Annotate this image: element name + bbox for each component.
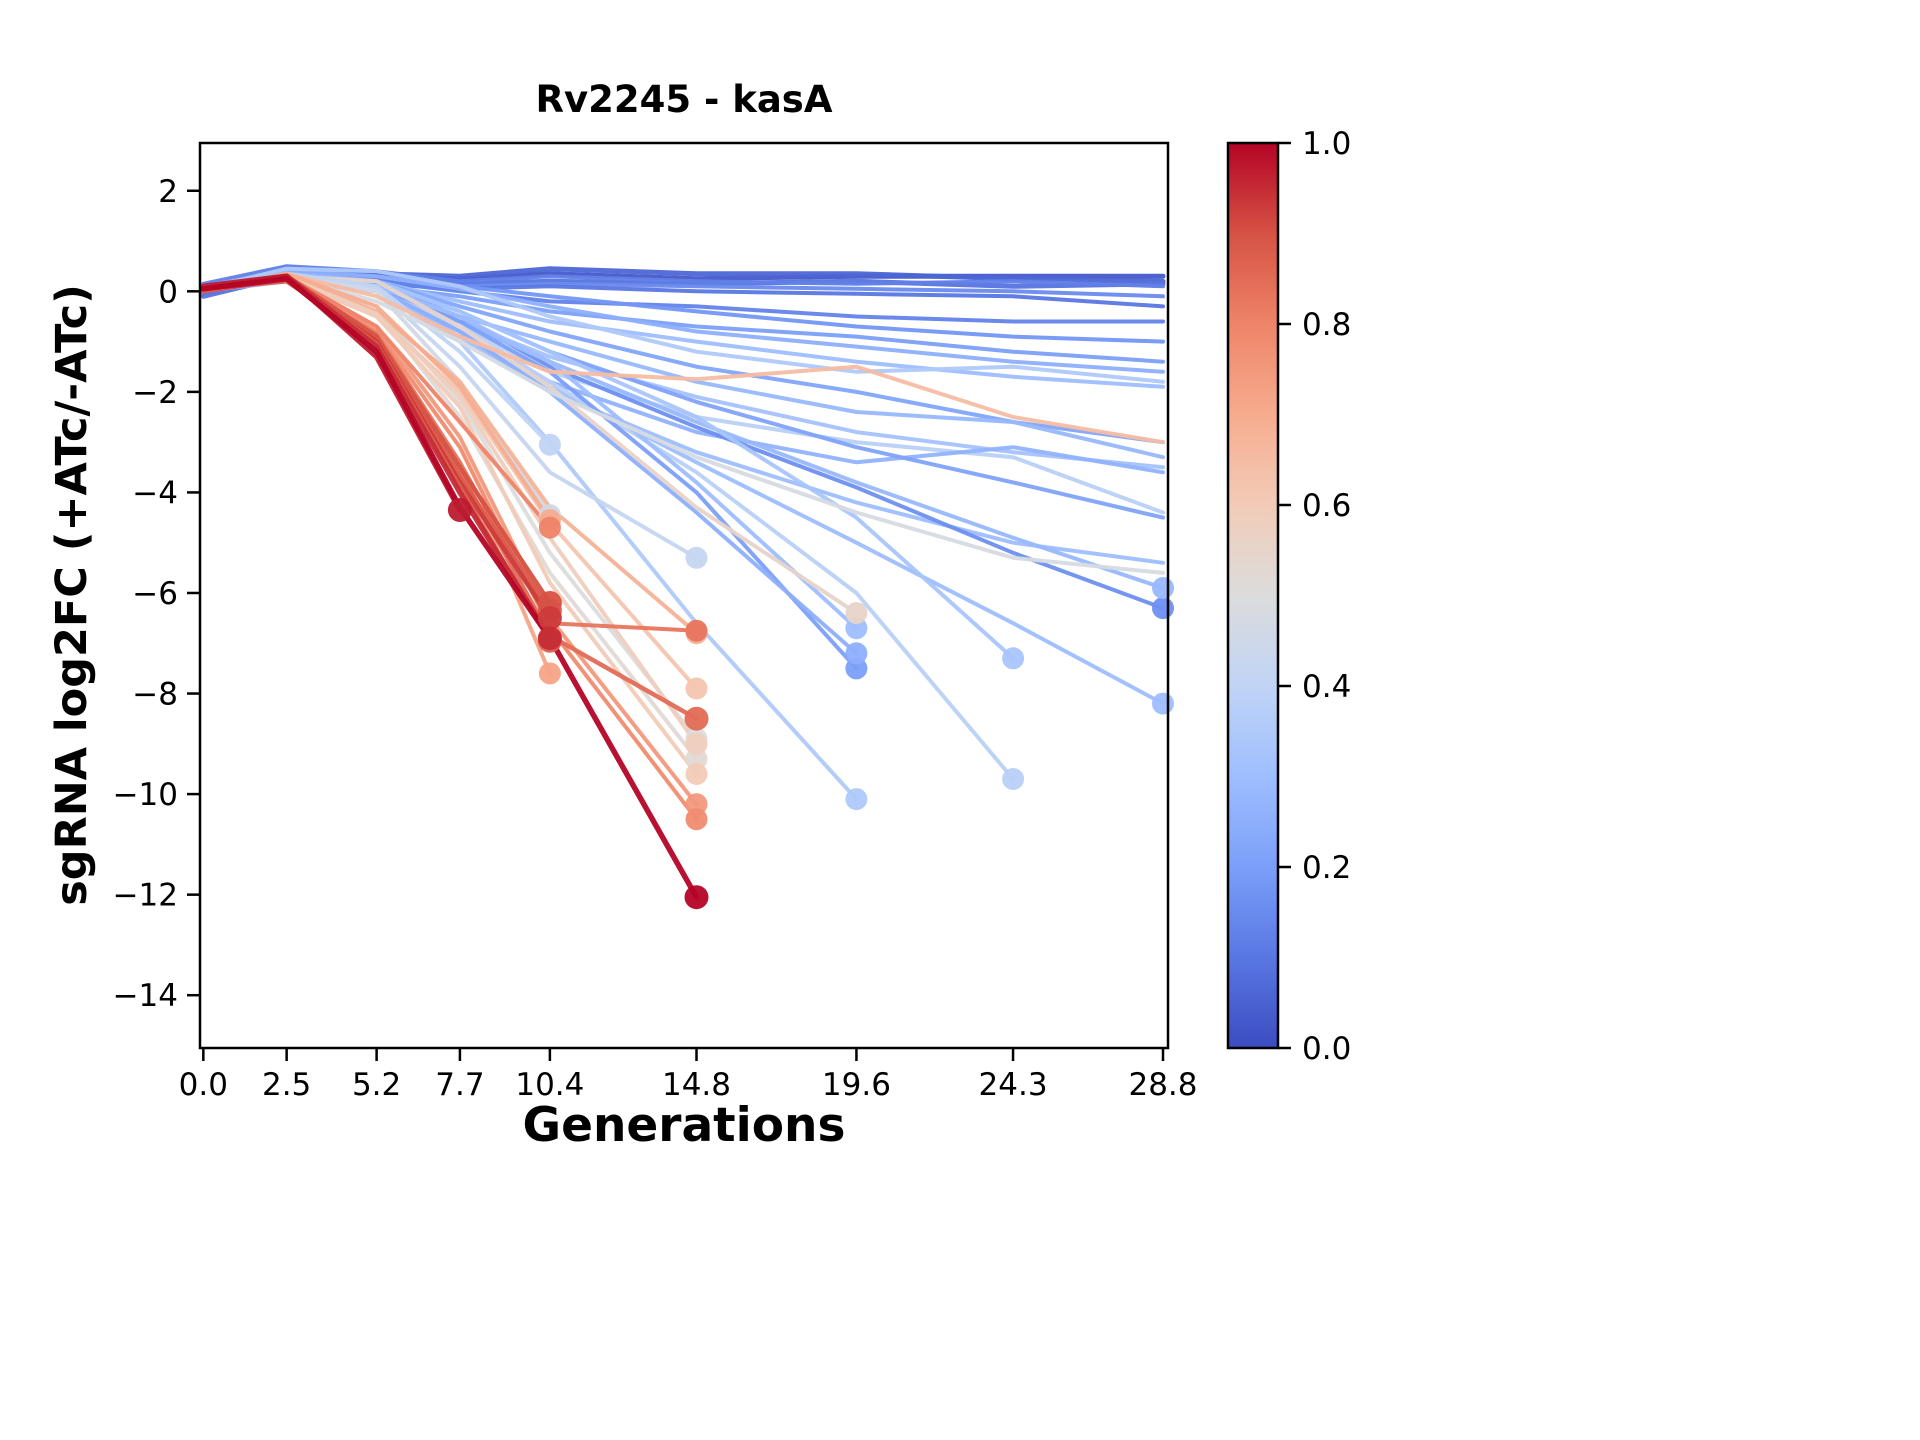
chart-title: Rv2245 - kasA [535,78,833,121]
x-tick-label: 14.8 [662,1067,731,1103]
endpoint-marker [538,516,561,539]
series-lines [200,264,1166,900]
colorbar-tick-label: 0.6 [1302,488,1351,524]
colorbar-tick-label: 0.8 [1302,307,1351,343]
colorbar-outline [1226,141,1280,1050]
endpoint-marker [845,657,868,680]
y-tick-label: 2 [158,174,178,210]
endpoint-marker [537,606,562,631]
y-tick-label: −4 [132,475,178,511]
x-tick-label: 10.4 [515,1067,584,1103]
endpoint-marker [1152,577,1174,599]
colorbar-tick-label: 0.0 [1302,1031,1351,1067]
endpoint-marker [685,546,708,569]
colorbar: 1.0 0.8 0.6 0.4 0.2 0.0 [1226,126,1351,1067]
colorbar-tick-label: 0.2 [1302,850,1351,886]
colorbar-tick-label: 0.4 [1302,669,1351,705]
endpoint-marker [845,602,868,625]
sgRNA-trace [200,275,700,900]
y-tick-label: −10 [113,777,178,813]
x-tick-label: 24.3 [979,1067,1048,1103]
endpoint-marker [685,677,708,700]
endpoint-marker [1002,768,1025,790]
x-tick-label: 28.8 [1128,1067,1197,1103]
y-tick-label: −8 [132,677,178,713]
endpoint-marker [1152,692,1174,715]
endpoint-marker [1152,597,1174,620]
sgRNA-trace [201,269,1165,374]
colorbar-tick-label: 1.0 [1302,126,1351,162]
axes-box [198,141,1170,1050]
endpoint-marker [447,498,472,522]
x-axis-label: Generations [522,1098,846,1153]
endpoint-marker [685,808,708,831]
y-tick-label: 0 [158,274,178,310]
endpoint-marker [845,642,868,665]
endpoint-marker [685,763,708,785]
endpoint-marker [684,885,709,910]
x-axis-ticks: 0.0 2.5 5.2 7.7 10.4 14.8 19.6 24.3 28.8 [179,1048,1198,1103]
x-tick-label: 0.0 [179,1067,228,1103]
endpoint-marker [684,706,709,731]
sgRNA-trace [201,266,1165,384]
y-axis-ticks: 2 0 −2 −4 −6 −8 −10 −12 −14 [113,174,200,1014]
endpoint-marker [685,619,708,642]
x-tick-label: 2.5 [262,1067,311,1103]
endpoint-marker [685,732,708,755]
x-tick-label: 19.6 [822,1067,891,1103]
endpoint-marker [537,626,562,651]
endpoint-marker [538,662,561,685]
y-tick-label: −2 [132,375,178,411]
sgRNA-trace [201,271,1165,445]
endpoint-markers [447,433,1174,910]
endpoint-marker [845,788,868,811]
y-tick-label: −12 [113,878,178,914]
endpoint-marker [845,617,868,640]
y-tick-label: −14 [113,978,178,1014]
colorbar-gradient [1228,143,1278,1048]
endpoint-marker [538,433,561,456]
endpoint-marker [685,747,708,770]
sgRNA-trace [201,274,1016,661]
endpoint-marker [1002,647,1025,670]
x-tick-label: 7.7 [435,1067,484,1103]
y-tick-label: −6 [132,576,178,612]
y-axis-label: sgRNA log2FC (+ATc/-ATc) [47,284,97,906]
x-tick-label: 5.2 [352,1067,401,1103]
